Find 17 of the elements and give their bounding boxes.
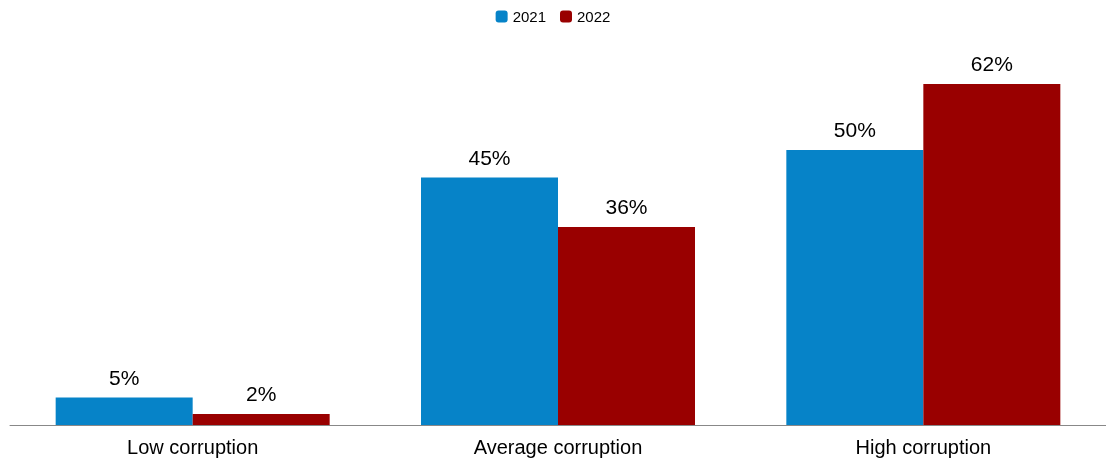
data-label: 50% (833, 118, 876, 141)
data-label: 2% (245, 382, 277, 405)
x-tick-label: High corruption (855, 436, 992, 458)
legend-label: 2022 (577, 8, 611, 25)
legend-label: 2021 (512, 8, 547, 25)
data-label: 5% (108, 365, 140, 389)
bar (55, 397, 193, 425)
data-label: 36% (605, 195, 648, 218)
bar (421, 177, 558, 425)
bar (786, 150, 924, 425)
x-tick-label: Average corruption (473, 436, 643, 458)
x-tick-label: Low corruption (127, 436, 259, 458)
bar (192, 414, 330, 425)
data-label: 45% (468, 145, 511, 169)
data-label: 62% (970, 52, 1013, 75)
bar (558, 227, 695, 425)
bar (923, 84, 1061, 425)
